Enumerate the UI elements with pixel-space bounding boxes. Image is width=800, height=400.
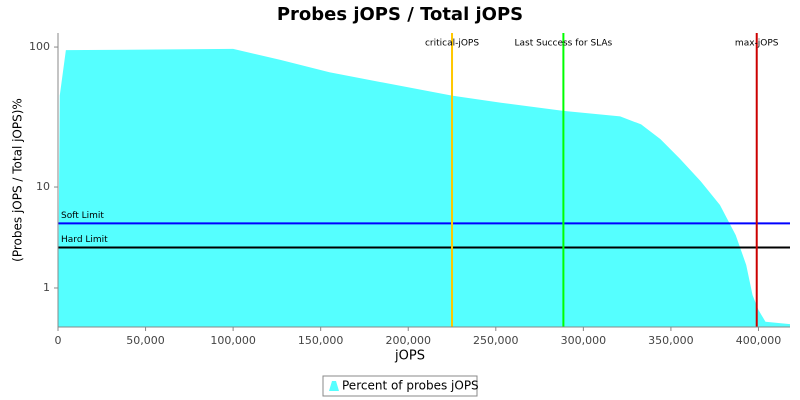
x-tick-label: 350,000 [648,334,694,347]
area [58,48,790,327]
x-tick-label: 150,000 [298,334,344,347]
reference-label: Last Success for SLAs [515,39,613,49]
x-tick-label: 300,000 [561,334,607,347]
x-tick-label: 200,000 [385,334,431,347]
y-tick-label: 100 [29,40,50,53]
y-axis-label: (Probes jOPS / Total jOPS)% [11,98,25,262]
chart-title: Probes jOPS / Total jOPS [277,4,523,25]
x-tick-label: 50,000 [126,334,165,347]
reference-label: max-jOPS [735,39,779,49]
x-tick-label: 100,000 [210,334,256,347]
legend-marker [329,381,339,391]
legend-box [322,375,478,397]
x-axis-label: jOPS [394,349,425,364]
reference-label: Hard Limit [61,235,108,245]
x-tick-label: 0 [55,334,62,347]
legend-label: Percent of probes jOPS [342,379,479,393]
y-tick-label: 10 [36,180,50,193]
x-tick-label: 250,000 [473,334,519,347]
reference-label: Soft Limit [61,211,104,221]
reference-label: critical-jOPS [425,39,479,49]
x-tick-label: 400,000 [736,334,782,347]
y-tick-label: 1 [43,281,50,294]
